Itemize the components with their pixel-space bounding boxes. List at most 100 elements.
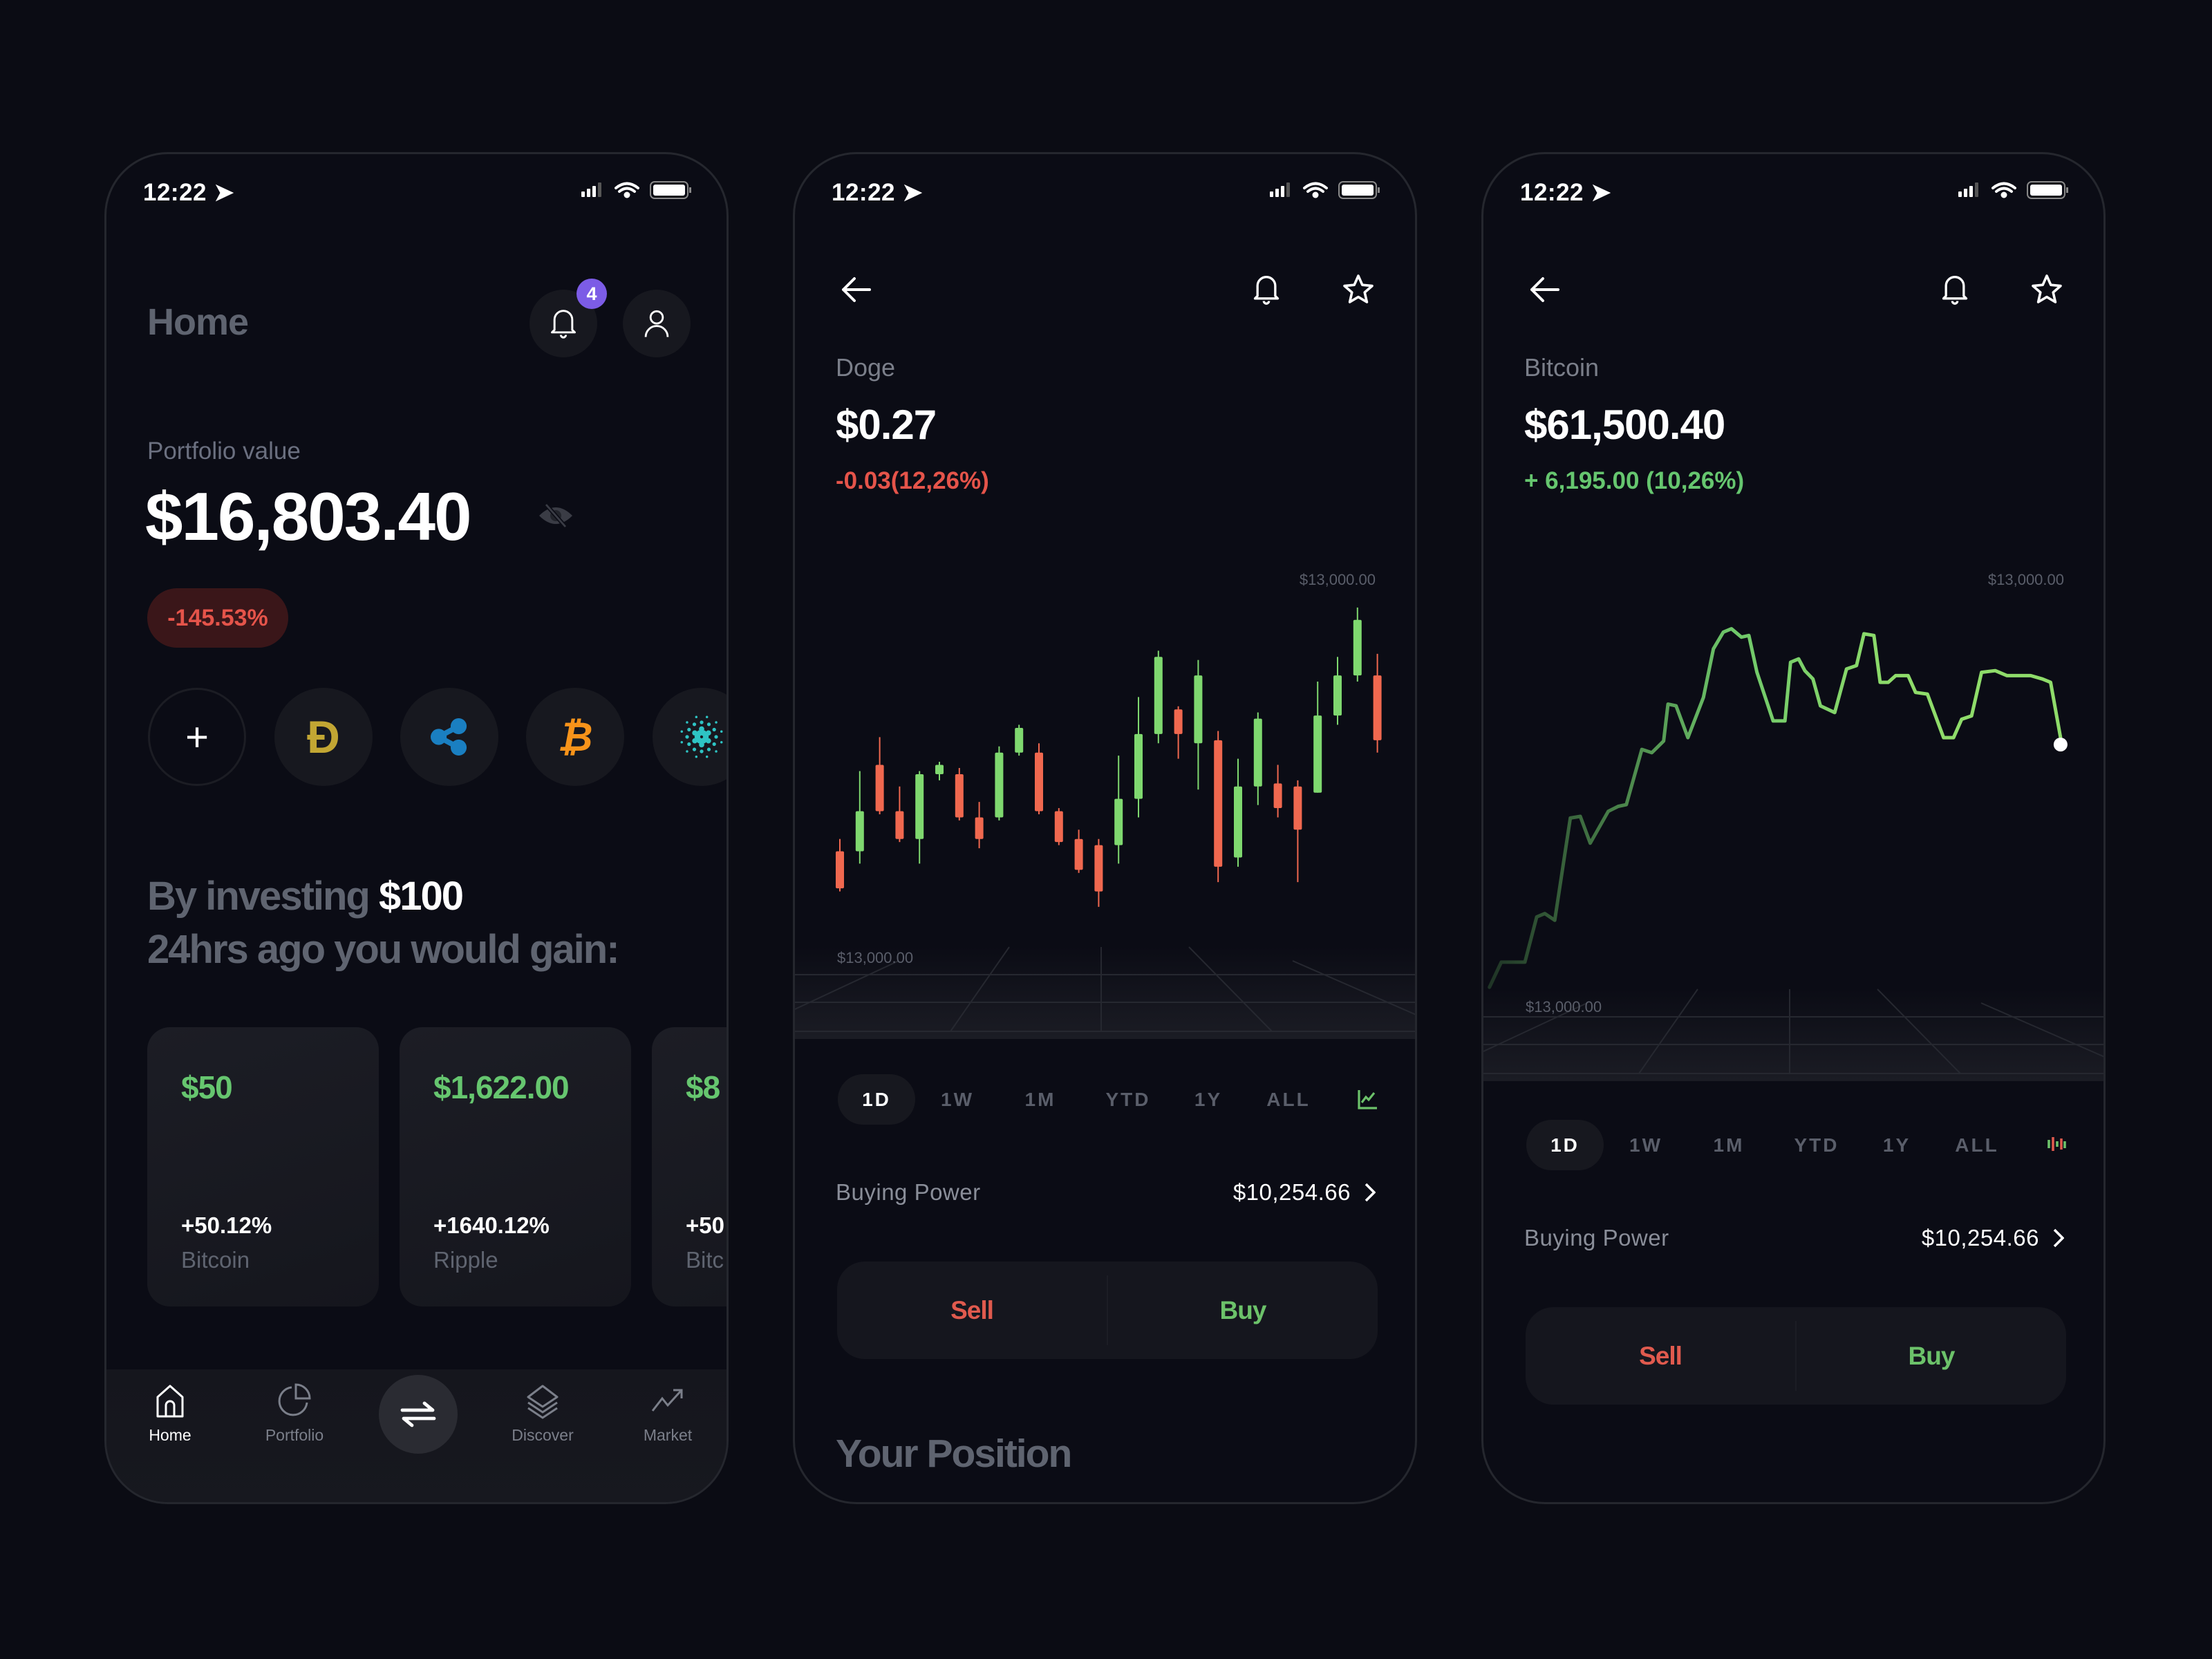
tab-ytd[interactable]: YTD (1105, 1088, 1151, 1110)
candle-body (1214, 740, 1223, 867)
candle (955, 768, 964, 821)
card-coin: Bitcoin (181, 1247, 250, 1273)
tab-all[interactable]: ALL (1955, 1134, 1999, 1156)
nav-portfolio[interactable]: Portfolio (243, 1383, 346, 1445)
battery-icon (650, 181, 691, 199)
buying-power-value[interactable]: $10,254.66 (1922, 1225, 2064, 1251)
bell-icon[interactable] (1251, 273, 1282, 306)
tab-all[interactable]: ALL (1266, 1088, 1311, 1110)
invest-amount: $100 (378, 874, 464, 919)
coin-bitcoin[interactable]: ₿ (526, 688, 624, 786)
card-percent: +50 (686, 1212, 724, 1238)
cardano-dot (699, 742, 704, 748)
tab-1d[interactable]: 1D (1526, 1120, 1604, 1170)
price-change: + 6,195.00 (10,26%) (1524, 467, 1745, 494)
tab-1y[interactable]: 1Y (1882, 1134, 1911, 1156)
price-change: -0.03(12,26%) (836, 467, 989, 494)
chevron-right-icon (2053, 1228, 2064, 1248)
tab-1m[interactable]: 1M (1024, 1088, 1056, 1110)
nav-discover[interactable]: Discover (491, 1383, 594, 1445)
cardano-dot (706, 747, 711, 751)
star-icon[interactable] (1342, 273, 1375, 306)
profile-button[interactable] (623, 290, 691, 357)
coin-name: Bitcoin (1524, 353, 1600, 382)
candle-body (935, 765, 944, 774)
invest-prefix: By investing (147, 874, 371, 919)
candle-body (955, 774, 964, 818)
candle-body (1293, 786, 1302, 830)
candle-body (1035, 752, 1043, 812)
back-arrow-icon[interactable] (841, 276, 871, 303)
candle (935, 762, 944, 780)
gain-card[interactable]: $8 +50 Bitc (652, 1027, 727, 1306)
card-gain: $8 (686, 1069, 720, 1105)
status-icons (1958, 181, 2068, 199)
signal-icon (581, 182, 601, 197)
nav-swap-button[interactable] (379, 1375, 458, 1454)
cardano-dot (695, 715, 698, 719)
candle (1114, 756, 1123, 864)
doge-detail-screen: 12:22 ➤ Doge $0.27 -0.03(12,26%) $13,000… (793, 152, 1417, 1504)
coin-doge[interactable]: Ð (274, 688, 373, 786)
candle-body (1273, 783, 1282, 809)
candle (875, 737, 884, 814)
coin-name: Doge (836, 353, 896, 382)
home-icon (156, 1385, 184, 1418)
card-coin: Ripple (433, 1247, 498, 1273)
candle (1333, 657, 1342, 725)
candle (1035, 743, 1043, 814)
nav-home[interactable]: Home (118, 1383, 222, 1445)
tab-1w[interactable]: 1W (941, 1088, 974, 1110)
buying-power-label: Buying Power (1524, 1225, 1669, 1250)
gain-card[interactable]: $1,622.00 +1640.12% Ripple (400, 1027, 631, 1306)
tab-1y[interactable]: 1Y (1194, 1088, 1223, 1110)
trade-buttons: Sell Buy (837, 1262, 1378, 1359)
coin-cardano[interactable] (653, 688, 727, 786)
user-icon (644, 310, 669, 337)
candle (1094, 838, 1103, 907)
candlestick-chart-icon[interactable] (2046, 1134, 2067, 1155)
buy-button[interactable]: Buy (1908, 1341, 1956, 1370)
candle (1174, 706, 1183, 759)
coin-price: $61,500.40 (1524, 402, 1725, 448)
cardano-dot (700, 738, 707, 744)
add-coin-button[interactable]: + (148, 688, 246, 786)
xrp-icon (431, 718, 467, 756)
nav-market[interactable]: Market (616, 1383, 720, 1445)
cardano-dot (696, 730, 703, 736)
sell-button[interactable]: Sell (950, 1295, 994, 1324)
bell-icon[interactable] (1940, 273, 1970, 306)
line-chart-icon[interactable] (1358, 1089, 1378, 1109)
candle-body (1114, 798, 1123, 845)
star-icon[interactable] (2030, 273, 2063, 306)
candle (1194, 659, 1203, 790)
page-title: Home (147, 301, 249, 343)
signal-icon (1958, 182, 1978, 197)
cardano-dot (712, 727, 716, 732)
plus-icon: + (185, 714, 209, 760)
tab-1m[interactable]: 1M (1713, 1134, 1745, 1156)
chevron-right-icon (1365, 1183, 1376, 1202)
candle-body (855, 811, 864, 852)
card-gain: $50 (181, 1069, 233, 1105)
buying-power-value[interactable]: $10,254.66 (1233, 1179, 1376, 1206)
wifi-icon (615, 182, 639, 198)
coin-ripple[interactable] (400, 688, 498, 786)
candle (1214, 731, 1223, 883)
tab-1w[interactable]: 1W (1629, 1134, 1662, 1156)
tab-1d[interactable]: 1D (838, 1074, 915, 1125)
cardano-icon (680, 715, 723, 758)
divider (1795, 1321, 1797, 1391)
back-arrow-icon[interactable] (1529, 276, 1559, 303)
eye-off-icon[interactable] (538, 501, 574, 530)
chart-bottom-label: $13,000.00 (837, 949, 914, 966)
candle-body (915, 774, 924, 839)
tab-ytd[interactable]: YTD (1794, 1134, 1839, 1156)
cardano-dot (687, 727, 691, 732)
cardano-dot (686, 750, 688, 753)
candle-body (1253, 718, 1262, 787)
sell-button[interactable]: Sell (1639, 1341, 1683, 1370)
buy-button[interactable]: Buy (1219, 1295, 1267, 1324)
candle (1253, 712, 1262, 805)
gain-card[interactable]: $50 +50.12% Bitcoin (147, 1027, 379, 1306)
